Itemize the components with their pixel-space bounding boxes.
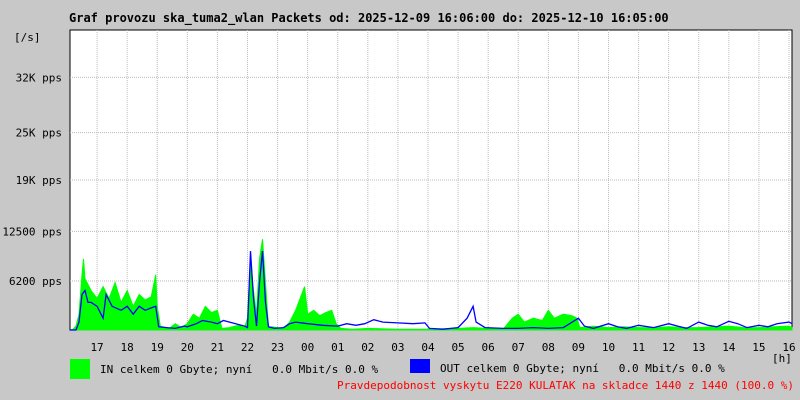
y-tick-label: 12500 pps xyxy=(2,225,62,238)
series-out-line xyxy=(70,251,793,331)
x-tick-label: 05 xyxy=(451,341,464,354)
x-tick-label: 12 xyxy=(662,341,675,354)
x-tick-label: 02 xyxy=(361,341,374,354)
y-unit-label: [/s] xyxy=(14,31,41,44)
x-tick-label: 15 xyxy=(752,341,765,354)
legend-out-label: OUT celkem 0 Gbyte; nyní 0.0 Mbit/s 0.0 … xyxy=(440,361,725,375)
x-tick-label: 00 xyxy=(301,341,314,354)
x-tick-label: 23 xyxy=(271,341,284,354)
legend-in-label: IN celkem 0 Gbyte; nyní 0.0 Mbit/s 0.0 % xyxy=(100,362,379,376)
x-tick-label: 08 xyxy=(542,341,555,354)
x-tick-label: 01 xyxy=(331,341,344,354)
y-tick-label: 6200 pps xyxy=(9,275,62,288)
legend-out: OUT celkem 0 Gbyte; nyní 0.0 Mbit/s 0.0 … xyxy=(410,357,725,379)
x-tick-label: 17 xyxy=(90,341,103,354)
axes: 17 18 19 20 21 22 23 00 01 02 03 04 05 06 07 08 09 10 11 12… xyxy=(2,31,795,365)
x-tick-label: 06 xyxy=(482,341,495,354)
y-tick-label: 25K pps xyxy=(16,127,62,140)
x-tick-label: 04 xyxy=(421,341,435,354)
footer-note: Pravdepodobnost vyskytu E220 KULATAK na … xyxy=(337,379,794,392)
x-tick-label: 13 xyxy=(692,341,705,354)
x-tick-label: 20 xyxy=(181,341,194,354)
x-tick-label: 19 xyxy=(151,341,164,354)
legend-in: IN celkem 0 Gbyte; nyní 0.0 Mbit/s 0.0 % xyxy=(70,358,378,380)
x-tick-label: 16 xyxy=(782,341,795,354)
x-tick-label: 18 xyxy=(121,341,134,354)
x-tick-label: 22 xyxy=(241,341,254,354)
series-layer xyxy=(69,239,793,331)
y-tick-label: 19K pps xyxy=(16,174,62,187)
legend-in-swatch xyxy=(70,359,90,379)
x-tick-label: 07 xyxy=(512,341,525,354)
legend-out-swatch xyxy=(410,359,430,373)
grid xyxy=(70,30,792,330)
y-tick-label: 32K pps xyxy=(16,71,62,84)
x-tick-label: 03 xyxy=(391,341,404,354)
chart-title: Graf provozu ska_tuma2_wlan Packets od: … xyxy=(69,11,669,25)
x-tick-label: 10 xyxy=(602,341,615,354)
x-tick-label: 11 xyxy=(632,341,645,354)
x-tick-label: 09 xyxy=(572,341,585,354)
x-tick-label: 21 xyxy=(211,341,224,354)
x-unit-label: [h] xyxy=(772,352,792,365)
x-tick-label: 14 xyxy=(722,341,736,354)
